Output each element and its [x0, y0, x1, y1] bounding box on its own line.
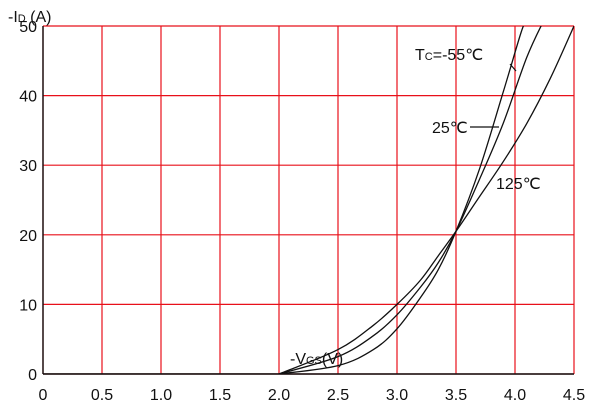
y-tick-label: 50	[19, 19, 37, 36]
x-tick-label: 4.5	[563, 387, 585, 404]
x-tick-label: 0	[39, 387, 48, 404]
x-tick-label: 2.0	[268, 387, 290, 404]
y-tick-label: 20	[19, 228, 37, 245]
y-tick-label: 10	[19, 297, 37, 314]
y-tick-label: 40	[19, 89, 37, 106]
series-label-125: 125℃	[496, 176, 541, 193]
leader-line-minus55	[509, 63, 517, 72]
y-tick-label: 0	[28, 367, 37, 384]
series-line-2	[278, 26, 574, 374]
x-tick-label: 2.5	[327, 387, 349, 404]
x-tick-label: 4.0	[504, 387, 526, 404]
y-tick-label: 30	[19, 158, 37, 175]
curves	[43, 26, 574, 374]
x-tick-label: 3.0	[386, 387, 408, 404]
y-tick-labels: 0 10 20 30 40 50	[19, 19, 37, 384]
grid	[42, 25, 575, 375]
series-label-25: 25℃	[432, 120, 468, 137]
x-axis-label: -VGS(V)	[290, 351, 343, 368]
y-axis-label: -ID (A)	[8, 9, 52, 26]
x-tick-labels: 0 0.5 1.0 1.5 2.0 2.5 3.0 3.5 4.0 4.5	[39, 387, 586, 404]
x-tick-label: 0.5	[91, 387, 113, 404]
x-tick-label: 3.5	[445, 387, 467, 404]
series-line-0	[278, 26, 525, 374]
x-tick-label: 1.5	[209, 387, 231, 404]
series-label-minus55: TC=-55℃	[415, 47, 483, 64]
series-line-1	[278, 26, 542, 374]
x-tick-label: 1.0	[150, 387, 172, 404]
